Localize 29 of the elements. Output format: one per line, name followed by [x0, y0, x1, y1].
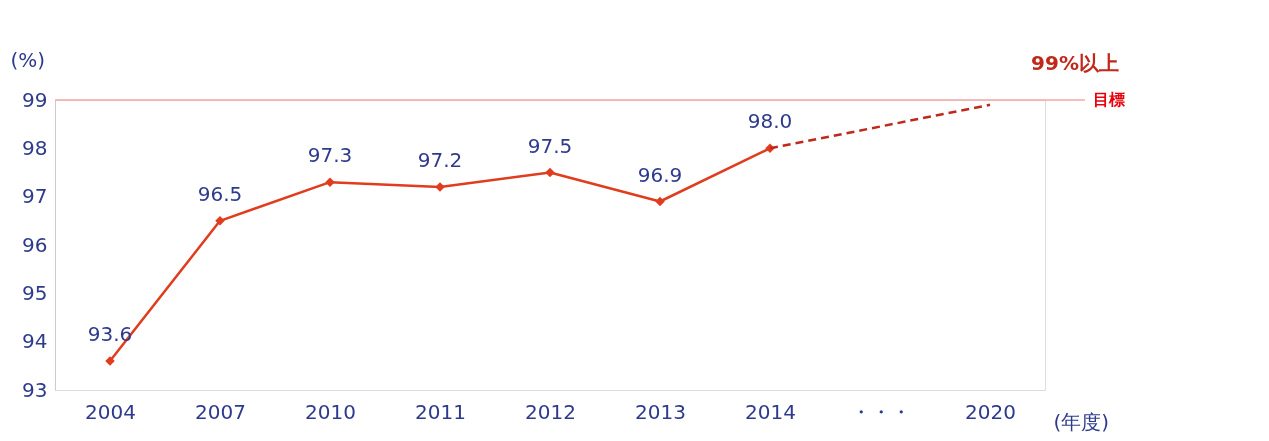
data-label: 93.6 [87, 322, 133, 346]
ref-line-label: 目標 [1093, 90, 1125, 109]
data-label: 97.2 [417, 148, 463, 172]
data-label: 96.5 [197, 181, 243, 206]
x-tick-label: 2012 [525, 399, 576, 424]
y-tick-label: 97 [22, 184, 48, 209]
x-tick-label: 2004 [85, 399, 136, 424]
text: 99%以上 [1031, 51, 1119, 75]
y-tick-label: 98 [22, 135, 48, 160]
y-tick-label: 94 [22, 329, 48, 354]
x-tick-label: 2014 [745, 399, 796, 424]
y-tick-label: 93 [22, 377, 48, 402]
y-tick-label: 95 [22, 280, 48, 305]
x-tick-label: ・・・ [850, 399, 911, 424]
x-axis-title: (年度) [1053, 409, 1110, 434]
point [545, 167, 555, 178]
x-tick-label: 2011 [415, 399, 466, 424]
data-label: 98.0 [747, 109, 793, 134]
y-axis-title: (%) [10, 47, 46, 72]
x-tick-label: 2013 [635, 399, 686, 424]
data-label: 96.9 [637, 162, 683, 187]
x-tick-label: 2007 [195, 399, 246, 424]
x-tick-label: 2020 [965, 399, 1016, 424]
x-tick-label: 2010 [305, 399, 356, 424]
point [655, 196, 665, 207]
y-tick-label: 96 [22, 232, 48, 257]
y-tick-label: 99 [22, 87, 48, 112]
data-label: 97.3 [307, 143, 353, 168]
data-label: 97.5 [527, 133, 573, 158]
